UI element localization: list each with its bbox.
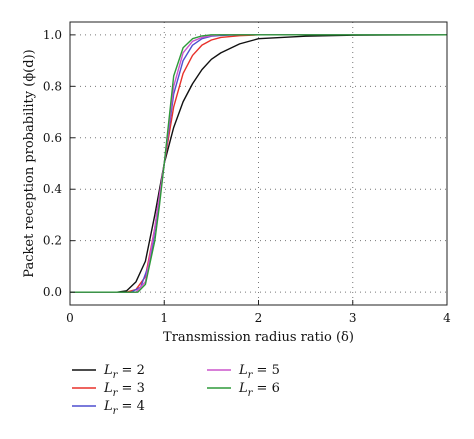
series-line-2 — [70, 34, 447, 293]
legend-label: Lr = 4 — [103, 399, 145, 417]
y-tick-label: 0.6 — [43, 131, 62, 145]
legend-item: Lr = 5 — [207, 363, 280, 381]
legend-item: Lr = 4 — [72, 399, 145, 417]
legend: Lr = 2Lr = 3Lr = 4 Lr = 5Lr = 6 — [72, 363, 280, 417]
legend-label: Lr = 2 — [103, 363, 145, 381]
tick-labels: 0 1 2 3 4 0.0 0.2 0.4 0.6 0.8 1.0 — [43, 28, 451, 325]
y-tick-label: 0.8 — [43, 79, 62, 93]
legend-item: Lr = 3 — [72, 381, 145, 399]
x-tick-label: 2 — [255, 311, 263, 325]
y-tick-label: 0.0 — [43, 285, 62, 299]
x-tick-label: 0 — [66, 311, 74, 325]
x-tick-label: 3 — [349, 311, 357, 325]
series-line-5 — [70, 34, 447, 293]
x-tick-label: 1 — [160, 311, 168, 325]
legend-label: Lr = 5 — [238, 363, 280, 381]
series-line-1 — [70, 34, 448, 293]
legend-label: Lr = 6 — [238, 381, 280, 399]
legend-label: Lr = 3 — [103, 381, 145, 399]
axis-ticks — [69, 34, 448, 305]
legend-item: Lr = 6 — [207, 381, 280, 399]
series-layer — [70, 34, 448, 293]
y-tick-label: 0.2 — [43, 234, 62, 248]
x-axis-label: Transmission radius ratio (δ) — [163, 330, 354, 345]
y-tick-label: 1.0 — [43, 28, 62, 42]
x-tick-label: 4 — [443, 311, 451, 325]
y-tick-label: 0.4 — [43, 182, 62, 196]
legend-item: Lr = 2 — [72, 363, 145, 381]
y-axis-label: Packet reception probability (ϕ(d)) — [22, 49, 37, 277]
